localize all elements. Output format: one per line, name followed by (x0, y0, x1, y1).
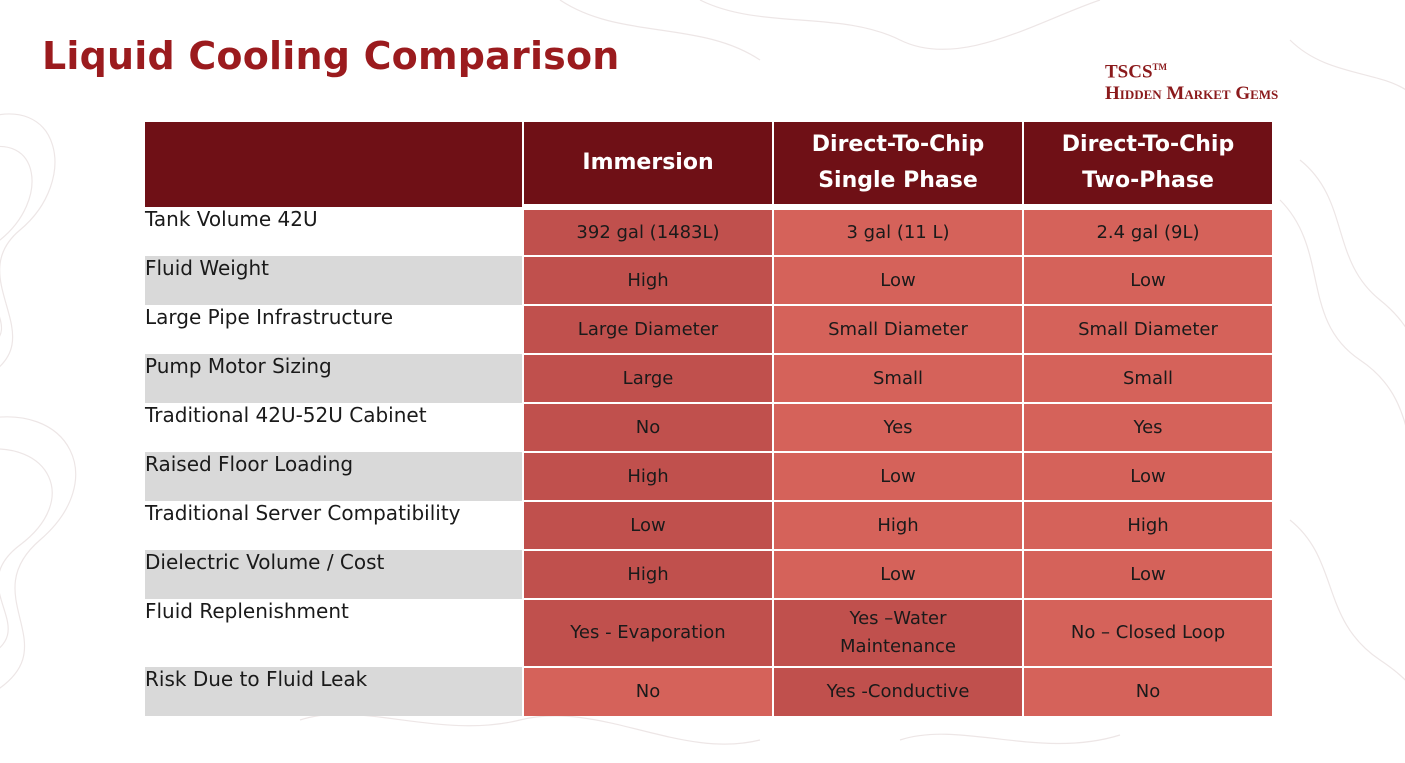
cell-immersion: No (522, 402, 773, 452)
row-label: Large Pipe Infrastructure (145, 305, 394, 329)
table-row: Large Pipe Infrastructure Large Diameter… (145, 304, 1272, 354)
cell-two-phase: No – Closed Loop (1022, 598, 1272, 667)
cell-immersion: High (522, 255, 773, 305)
cell-two-phase: Small Diameter (1022, 304, 1272, 354)
table-row: Fluid Replenishment Yes - Evaporation Ye… (145, 598, 1272, 667)
row-label: Fluid Weight (145, 256, 523, 305)
row-label: Fluid Replenishment (145, 599, 349, 623)
column-header-line1: Direct-To-Chip (1061, 132, 1235, 157)
column-header-line2: Single Phase (818, 168, 978, 193)
cell-single-phase: Yes (772, 402, 1023, 452)
row-label: Dielectric Volume / Cost (145, 550, 523, 599)
row-label: Raised Floor Loading (145, 452, 523, 501)
cell-single-phase: Low (772, 255, 1023, 305)
column-header-line2: Two-Phase (1082, 168, 1214, 193)
table-row: Traditional Server Compatibility Low Hig… (145, 500, 1272, 550)
row-label: Risk Due to Fluid Leak (145, 667, 523, 716)
column-header-line1: Immersion (582, 150, 714, 175)
cell-immersion: High (522, 549, 773, 599)
brand-tagline: Hidden Market Gems (1105, 83, 1279, 105)
column-header-two-phase: Direct-To-Chip Two-Phase (1022, 122, 1272, 207)
cell-two-phase: Small (1022, 353, 1272, 403)
row-label: Tank Volume 42U (145, 207, 318, 231)
cell-two-phase: No (1022, 666, 1272, 716)
cell-single-phase: Small (772, 353, 1023, 403)
cell-two-phase: Low (1022, 255, 1272, 305)
column-header-immersion: Immersion (522, 122, 773, 207)
cell-single-phase: Small Diameter (772, 304, 1023, 354)
brand-name: TSCS (1105, 61, 1153, 83)
cell-immersion: Large (522, 353, 773, 403)
cell-two-phase: Low (1022, 451, 1272, 501)
cell-single-phase: High (772, 500, 1023, 550)
cell-single-phase: Yes -Conductive (772, 666, 1023, 716)
cell-immersion: Low (522, 500, 773, 550)
comparison-table: Immersion Direct-To-Chip Single Phase Di… (145, 122, 1272, 716)
table-row: Fluid Weight High Low Low (145, 255, 1272, 305)
brand-logo: TSCSTM Hidden Market Gems (1105, 56, 1278, 105)
column-header-single-phase: Direct-To-Chip Single Phase (772, 122, 1023, 207)
brand-trademark: TM (1152, 62, 1168, 72)
cell-single-phase: 3 gal (11 L) (772, 204, 1023, 256)
column-header-line1: Direct-To-Chip (811, 132, 985, 157)
cell-single-phase: Low (772, 451, 1023, 501)
row-label: Traditional Server Compatibility (145, 501, 461, 525)
cell-immersion: No (522, 666, 773, 716)
cell-immersion: Large Diameter (522, 304, 773, 354)
cell-single-phase: Low (772, 549, 1023, 599)
table-row: Pump Motor Sizing Large Small Small (145, 353, 1272, 403)
table-header-row: Immersion Direct-To-Chip Single Phase Di… (145, 122, 1272, 207)
cell-immersion: 392 gal (1483L) (522, 204, 773, 256)
cell-single-phase: Yes –Water Maintenance (772, 598, 1023, 667)
table-row: Traditional 42U-52U Cabinet No Yes Yes (145, 402, 1272, 452)
cell-immersion: Yes - Evaporation (522, 598, 773, 667)
cell-two-phase: Low (1022, 549, 1272, 599)
cell-two-phase: High (1022, 500, 1272, 550)
table-row: Dielectric Volume / Cost High Low Low (145, 549, 1272, 599)
cell-immersion: High (522, 451, 773, 501)
table-row: Risk Due to Fluid Leak No Yes -Conductiv… (145, 666, 1272, 716)
table-row: Raised Floor Loading High Low Low (145, 451, 1272, 501)
table-row: Tank Volume 42U 392 gal (1483L) 3 gal (1… (145, 204, 1272, 256)
slide-title: Liquid Cooling Comparison (42, 34, 620, 78)
header-corner (145, 122, 523, 207)
cell-two-phase: 2.4 gal (9L) (1022, 204, 1272, 256)
cell-two-phase: Yes (1022, 402, 1272, 452)
row-label: Pump Motor Sizing (145, 354, 523, 403)
row-label: Traditional 42U-52U Cabinet (145, 403, 427, 427)
